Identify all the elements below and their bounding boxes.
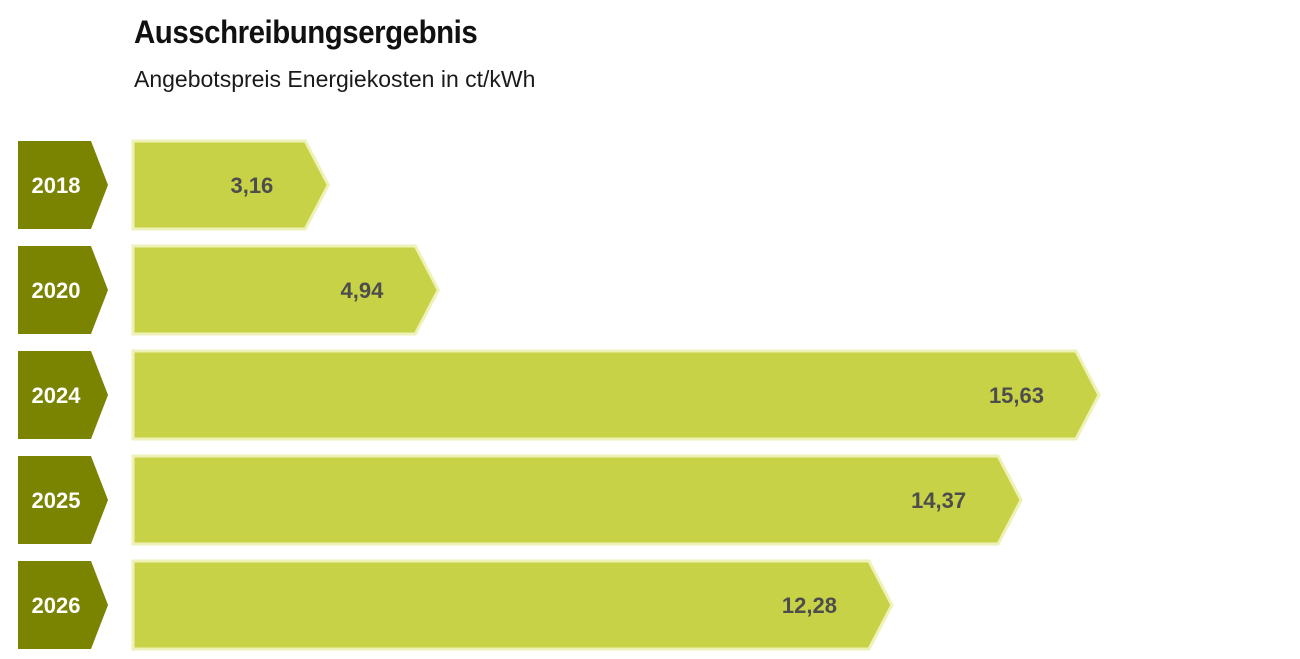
bar — [131, 349, 1101, 441]
bar-row: 2018 3,16 — [18, 139, 330, 231]
chart-title: Ausschreibungsergebnis — [134, 14, 478, 50]
category-label: 2025 — [32, 488, 81, 513]
bar — [131, 559, 894, 651]
data-label: 15,63 — [989, 383, 1044, 408]
bar-row: 2024 15,63 — [18, 349, 1101, 441]
data-label: 3,16 — [230, 173, 273, 198]
category-tag — [18, 141, 108, 229]
data-label: 14,37 — [911, 488, 966, 513]
category-label: 2018 — [32, 173, 81, 198]
bar-row: 2026 12,28 — [18, 559, 894, 651]
category-tag — [18, 351, 108, 439]
category-label: 2026 — [32, 593, 81, 618]
category-tag — [18, 456, 108, 544]
category-label: 2024 — [32, 383, 82, 408]
bar — [131, 139, 330, 231]
bar-row: 2025 14,37 — [18, 454, 1023, 546]
data-label: 12,28 — [782, 593, 837, 618]
chart-subtitle: Angebotspreis Energiekosten in ct/kWh — [134, 66, 536, 92]
bar — [131, 454, 1023, 546]
category-label: 2020 — [32, 278, 81, 303]
category-tag — [18, 246, 108, 334]
category-tag — [18, 561, 108, 649]
bar — [131, 244, 441, 336]
data-label: 4,94 — [340, 278, 384, 303]
bar-row: 2020 4,94 — [18, 244, 441, 336]
